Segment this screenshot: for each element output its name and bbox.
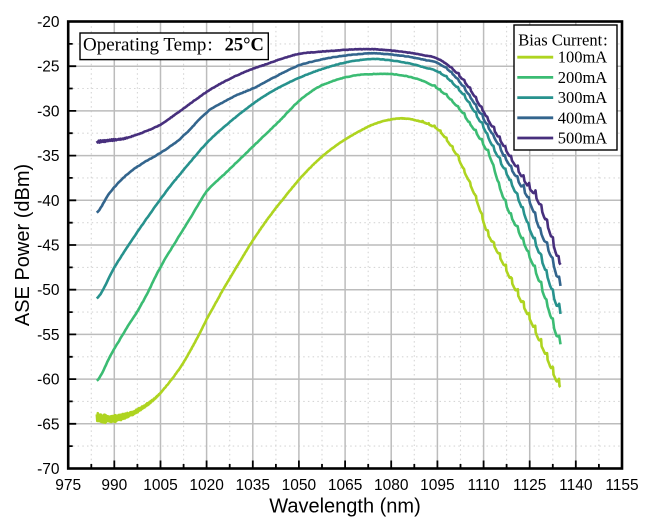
svg-text:300mA: 300mA [558, 88, 608, 107]
svg-text:-40: -40 [37, 193, 60, 210]
svg-text:500mA: 500mA [558, 129, 608, 148]
svg-text:1155: 1155 [605, 477, 638, 494]
svg-text:975: 975 [55, 477, 81, 494]
svg-text:1110: 1110 [468, 477, 501, 494]
svg-text:1095: 1095 [420, 477, 454, 494]
svg-text:Bias Current:: Bias Current: [518, 30, 607, 49]
svg-text:-35: -35 [37, 148, 59, 165]
svg-text:990: 990 [101, 477, 127, 494]
svg-text:1020: 1020 [189, 477, 224, 494]
svg-text:1050: 1050 [282, 477, 317, 494]
svg-text:1080: 1080 [374, 477, 409, 494]
svg-text:ASE Power (dBm): ASE Power (dBm) [12, 164, 34, 326]
svg-text:1035: 1035 [236, 477, 270, 494]
svg-text:-65: -65 [37, 416, 59, 433]
svg-text:-50: -50 [37, 282, 60, 299]
svg-text:-70: -70 [37, 461, 60, 478]
svg-text:Wavelength (nm): Wavelength (nm) [269, 496, 421, 518]
svg-text:-25: -25 [37, 59, 59, 76]
svg-text:400mA: 400mA [558, 108, 608, 127]
svg-text:Operating Temp:25°C: Operating Temp: 25°C [83, 35, 264, 56]
svg-text:100mA: 100mA [558, 48, 608, 67]
svg-text:-30: -30 [37, 103, 60, 120]
svg-text:1065: 1065 [328, 477, 362, 494]
svg-text:-20: -20 [37, 14, 60, 31]
svg-text:1140: 1140 [559, 477, 593, 494]
svg-text:1005: 1005 [143, 477, 177, 494]
svg-text:200mA: 200mA [558, 68, 608, 87]
svg-text:1125: 1125 [513, 477, 546, 494]
svg-text:-55: -55 [37, 327, 59, 344]
svg-text:-60: -60 [37, 372, 60, 389]
svg-text:-45: -45 [37, 238, 59, 255]
